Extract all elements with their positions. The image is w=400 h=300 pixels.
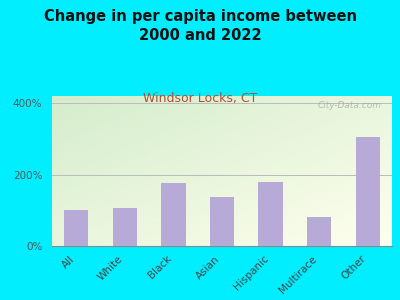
- Bar: [307, 218, 331, 246]
- Text: City-Data.com: City-Data.com: [318, 100, 382, 109]
- Bar: [356, 137, 380, 246]
- Bar: [258, 182, 283, 246]
- Bar: [113, 208, 137, 246]
- Bar: [64, 210, 88, 246]
- Text: Windsor Locks, CT: Windsor Locks, CT: [143, 92, 257, 104]
- Bar: [210, 197, 234, 246]
- Text: Change in per capita income between
2000 and 2022: Change in per capita income between 2000…: [44, 9, 356, 43]
- Bar: [161, 183, 186, 246]
